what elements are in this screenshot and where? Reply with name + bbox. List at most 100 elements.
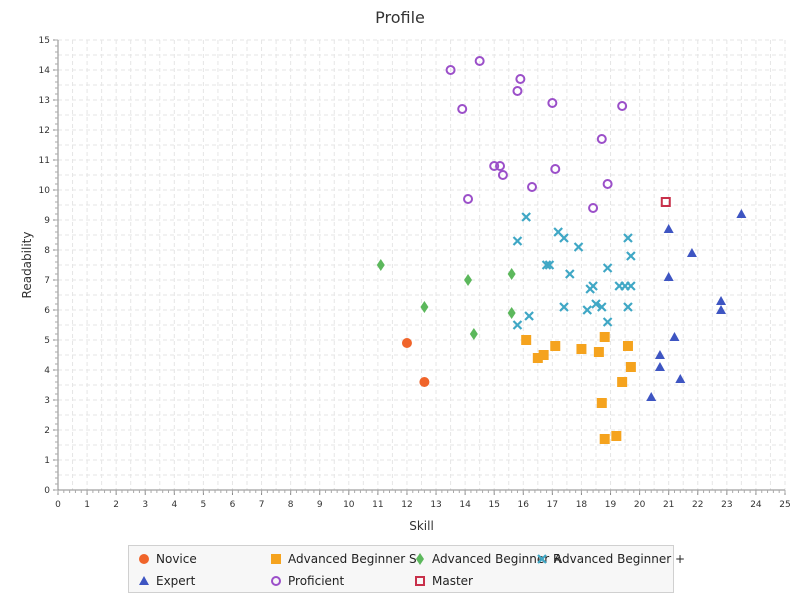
x-stroke	[582, 305, 593, 315]
series-expert	[646, 209, 747, 401]
data-point	[602, 179, 613, 189]
x-tick-label: 10	[343, 500, 355, 510]
x-stroke	[524, 311, 534, 321]
legend-item: Master	[413, 573, 473, 589]
x-tick-label: 6	[230, 500, 236, 510]
legend-marker	[415, 576, 425, 586]
x-tick-label: 1	[84, 500, 90, 510]
x-tick-label: 14	[459, 500, 471, 510]
x-tick-label: 21	[663, 500, 674, 510]
data-point	[507, 268, 516, 280]
x-stroke	[521, 212, 531, 222]
data-point	[654, 350, 665, 359]
legend-label: Advanced Beginner +	[554, 552, 686, 566]
x-stroke	[597, 302, 607, 312]
y-axis-label: Readability	[20, 232, 34, 299]
y-tick-label: 6	[44, 306, 50, 316]
y-tick-label: 4	[44, 366, 50, 376]
legend-label: Expert	[156, 574, 196, 588]
y-tick-label: 10	[39, 186, 51, 196]
series-advanced-beginner-r	[376, 259, 516, 340]
data-point	[617, 101, 628, 111]
data-point	[565, 269, 575, 279]
y-tick-label: 3	[44, 396, 50, 406]
data-point	[596, 398, 607, 408]
data-point	[489, 161, 500, 171]
x-stroke	[602, 263, 613, 273]
series-advanced-beginner	[512, 212, 636, 330]
x-stroke	[623, 302, 633, 312]
data-point	[626, 251, 636, 261]
x-stroke	[512, 236, 523, 246]
x-tick-label: 5	[201, 500, 207, 510]
chart-title: Profile	[375, 8, 425, 27]
x-tick-label: 4	[171, 500, 177, 510]
data-point	[669, 332, 680, 341]
data-point	[469, 328, 478, 340]
data-point	[646, 392, 657, 401]
y-tick-label: 2	[44, 426, 50, 436]
data-point	[376, 259, 385, 271]
y-tick-label: 13	[39, 96, 50, 106]
data-point	[538, 350, 549, 360]
data-point	[675, 374, 686, 383]
data-point	[588, 203, 599, 213]
legend-item: Advanced Beginner R	[413, 551, 561, 567]
data-point	[547, 98, 558, 108]
data-point	[474, 56, 485, 66]
x-axis-label: Skill	[409, 519, 434, 533]
data-point	[507, 307, 516, 319]
x-tick-label: 19	[605, 500, 617, 510]
x-tick-label: 22	[692, 500, 703, 510]
legend-item: Novice	[137, 551, 197, 567]
data-point	[527, 182, 538, 192]
legend-label: Advanced Beginner S	[288, 552, 417, 566]
data-point	[599, 434, 610, 444]
legend-marker-icon	[415, 576, 425, 586]
data-point	[663, 272, 674, 281]
x-stroke	[553, 227, 563, 237]
data-point	[559, 233, 569, 243]
data-point	[512, 320, 523, 330]
x-tick-label: 20	[634, 500, 646, 510]
x-tick-label: 16	[518, 500, 530, 510]
data-point	[663, 224, 674, 233]
y-tick-label: 9	[44, 216, 50, 226]
legend-item: Expert	[137, 573, 195, 589]
data-point	[591, 299, 601, 309]
data-point	[736, 209, 747, 218]
legend-marker-icon	[537, 554, 547, 564]
y-tick-label: 5	[44, 336, 50, 346]
y-tick-label: 0	[44, 486, 50, 496]
data-point	[550, 341, 561, 351]
data-point	[463, 194, 474, 204]
legend-label: Advanced Beginner R	[432, 552, 562, 566]
data-point	[512, 86, 523, 96]
x-stroke	[626, 251, 636, 261]
x-stroke	[573, 242, 584, 252]
data-point	[521, 212, 531, 222]
data-point	[599, 332, 610, 342]
data-point	[559, 302, 569, 312]
legend-item: Advanced Beginner S	[269, 551, 417, 567]
data-point	[626, 281, 636, 291]
x-stroke	[626, 281, 636, 291]
grid	[57, 39, 786, 491]
legend-label: Proficient	[288, 574, 345, 588]
data-point	[582, 305, 593, 315]
x-stroke	[544, 260, 555, 270]
legend-item: Proficient	[269, 573, 344, 589]
data-point	[596, 134, 607, 144]
data-point	[515, 74, 526, 84]
x-tick-label: 13	[430, 500, 441, 510]
data-point	[602, 263, 613, 273]
series-proficient	[445, 56, 628, 213]
legend-marker	[139, 576, 149, 585]
x-tick-label: 3	[142, 500, 148, 510]
y-tick-label: 7	[44, 276, 50, 286]
x-tick-label: 17	[547, 500, 558, 510]
legend-marker	[416, 553, 424, 565]
data-point	[497, 170, 508, 180]
data-point	[573, 242, 584, 252]
data-point	[550, 164, 561, 174]
